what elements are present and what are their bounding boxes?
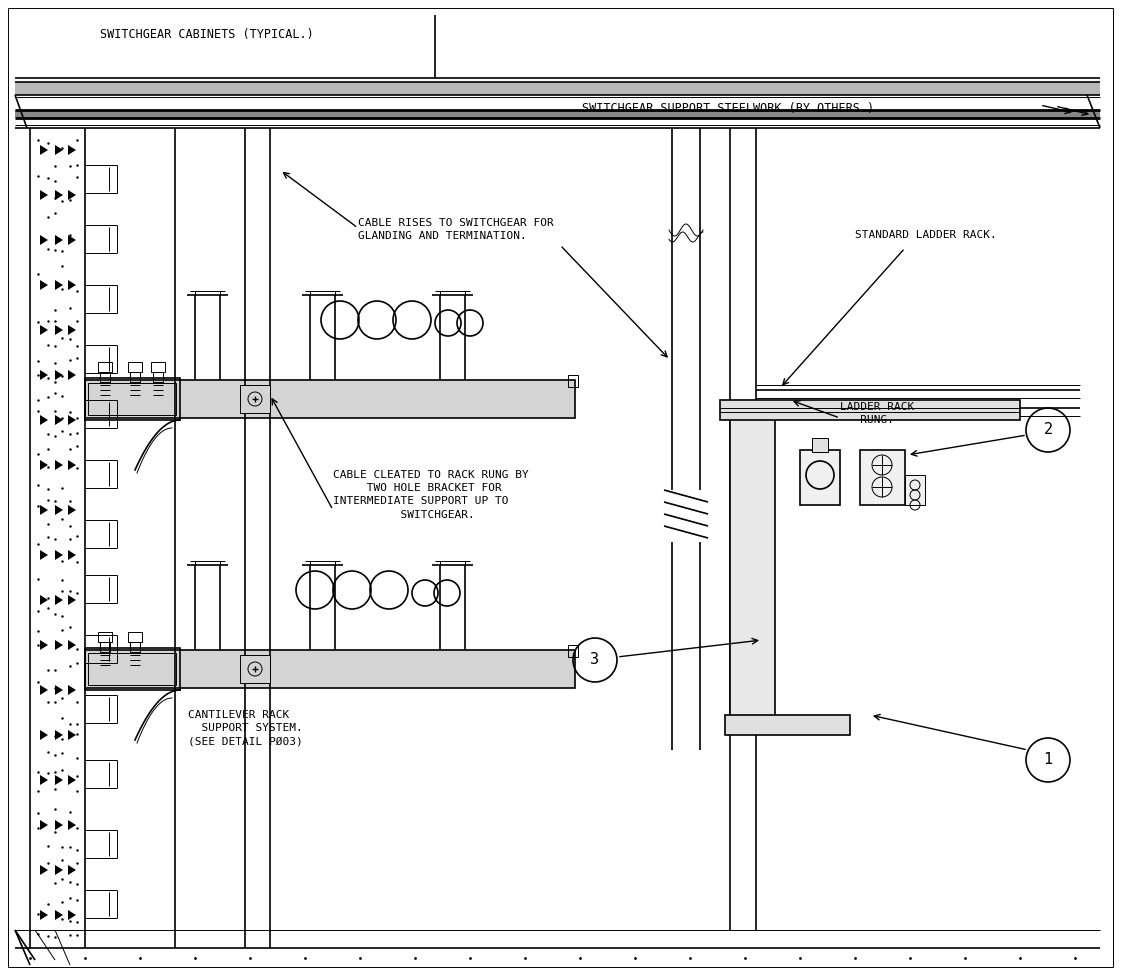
Bar bbox=[130, 372, 140, 382]
Polygon shape bbox=[68, 910, 76, 920]
Text: SWITCHGEAR CABINETS (TYPICAL.): SWITCHGEAR CABINETS (TYPICAL.) bbox=[100, 28, 314, 41]
Bar bbox=[240, 655, 270, 683]
Polygon shape bbox=[40, 775, 48, 785]
Text: LADDER RACK
   RUNG.: LADDER RACK RUNG. bbox=[840, 402, 915, 425]
Bar bbox=[905, 475, 925, 505]
Bar bbox=[568, 645, 578, 657]
Bar bbox=[100, 642, 110, 652]
Text: CABLE RISES TO SWITCHGEAR FOR
GLANDING AND TERMINATION.: CABLE RISES TO SWITCHGEAR FOR GLANDING A… bbox=[358, 218, 554, 241]
Polygon shape bbox=[40, 190, 48, 200]
Bar bbox=[730, 408, 775, 718]
Bar bbox=[720, 400, 1020, 420]
Polygon shape bbox=[68, 190, 76, 200]
Polygon shape bbox=[68, 550, 76, 560]
Text: STANDARD LADDER RACK.: STANDARD LADDER RACK. bbox=[855, 230, 997, 240]
Bar bbox=[725, 715, 850, 735]
Bar bbox=[100, 372, 110, 382]
Polygon shape bbox=[55, 820, 63, 830]
Polygon shape bbox=[55, 280, 63, 290]
Bar bbox=[15, 110, 1100, 118]
Polygon shape bbox=[68, 505, 76, 515]
Polygon shape bbox=[40, 505, 48, 515]
Polygon shape bbox=[55, 550, 63, 560]
Polygon shape bbox=[55, 640, 63, 650]
Polygon shape bbox=[68, 235, 76, 245]
Polygon shape bbox=[40, 460, 48, 470]
Bar bbox=[98, 632, 112, 642]
Polygon shape bbox=[55, 685, 63, 695]
Polygon shape bbox=[55, 505, 63, 515]
Polygon shape bbox=[68, 370, 76, 380]
Text: SWITCHGEAR SUPPORT STEELWORK (BY OTHERS.): SWITCHGEAR SUPPORT STEELWORK (BY OTHERS.… bbox=[582, 102, 874, 115]
Polygon shape bbox=[68, 865, 76, 875]
Polygon shape bbox=[55, 460, 63, 470]
Polygon shape bbox=[68, 325, 76, 335]
Polygon shape bbox=[55, 865, 63, 875]
Polygon shape bbox=[40, 280, 48, 290]
Polygon shape bbox=[68, 460, 76, 470]
Polygon shape bbox=[55, 145, 63, 155]
Polygon shape bbox=[40, 865, 48, 875]
Text: 2: 2 bbox=[1044, 422, 1053, 438]
Bar bbox=[128, 362, 142, 372]
Polygon shape bbox=[55, 190, 63, 200]
Bar bbox=[15, 82, 1100, 95]
Polygon shape bbox=[40, 370, 48, 380]
Polygon shape bbox=[68, 595, 76, 605]
Bar bbox=[98, 362, 112, 372]
Polygon shape bbox=[40, 550, 48, 560]
Bar bbox=[89, 653, 176, 685]
Bar bbox=[85, 380, 575, 418]
Polygon shape bbox=[55, 235, 63, 245]
Polygon shape bbox=[55, 325, 63, 335]
Polygon shape bbox=[40, 730, 48, 740]
Text: 3: 3 bbox=[591, 652, 600, 668]
Polygon shape bbox=[68, 685, 76, 695]
Polygon shape bbox=[68, 280, 76, 290]
Bar bbox=[85, 648, 180, 690]
Bar bbox=[240, 385, 270, 413]
Polygon shape bbox=[40, 595, 48, 605]
Polygon shape bbox=[68, 730, 76, 740]
Bar bbox=[130, 642, 140, 652]
Polygon shape bbox=[55, 910, 63, 920]
Polygon shape bbox=[68, 820, 76, 830]
Polygon shape bbox=[55, 415, 63, 425]
Polygon shape bbox=[55, 370, 63, 380]
Bar bbox=[568, 375, 578, 387]
Text: CABLE CLEATED TO RACK RUNG BY
     TWO HOLE BRACKET FOR
INTERMEDIATE SUPPORT UP : CABLE CLEATED TO RACK RUNG BY TWO HOLE B… bbox=[333, 470, 529, 520]
Bar bbox=[85, 378, 180, 420]
Bar bbox=[152, 372, 163, 382]
Bar bbox=[860, 450, 905, 505]
Bar bbox=[85, 380, 575, 418]
Polygon shape bbox=[40, 685, 48, 695]
Bar bbox=[85, 650, 575, 688]
Polygon shape bbox=[40, 910, 48, 920]
Polygon shape bbox=[40, 325, 48, 335]
Bar bbox=[812, 438, 828, 452]
Bar bbox=[89, 383, 176, 415]
Polygon shape bbox=[40, 640, 48, 650]
Polygon shape bbox=[40, 235, 48, 245]
Polygon shape bbox=[68, 775, 76, 785]
Polygon shape bbox=[55, 730, 63, 740]
Text: CANTILEVER RACK
  SUPPORT SYSTEM.
(SEE DETAIL PØ03): CANTILEVER RACK SUPPORT SYSTEM. (SEE DET… bbox=[188, 710, 303, 747]
Bar bbox=[85, 650, 575, 688]
Polygon shape bbox=[55, 775, 63, 785]
Polygon shape bbox=[68, 145, 76, 155]
Bar bbox=[800, 450, 840, 505]
Polygon shape bbox=[68, 640, 76, 650]
Polygon shape bbox=[68, 415, 76, 425]
Polygon shape bbox=[40, 415, 48, 425]
Bar bbox=[151, 362, 165, 372]
Polygon shape bbox=[40, 820, 48, 830]
Polygon shape bbox=[40, 145, 48, 155]
Bar bbox=[128, 632, 142, 642]
Text: 1: 1 bbox=[1044, 753, 1053, 767]
Polygon shape bbox=[55, 595, 63, 605]
